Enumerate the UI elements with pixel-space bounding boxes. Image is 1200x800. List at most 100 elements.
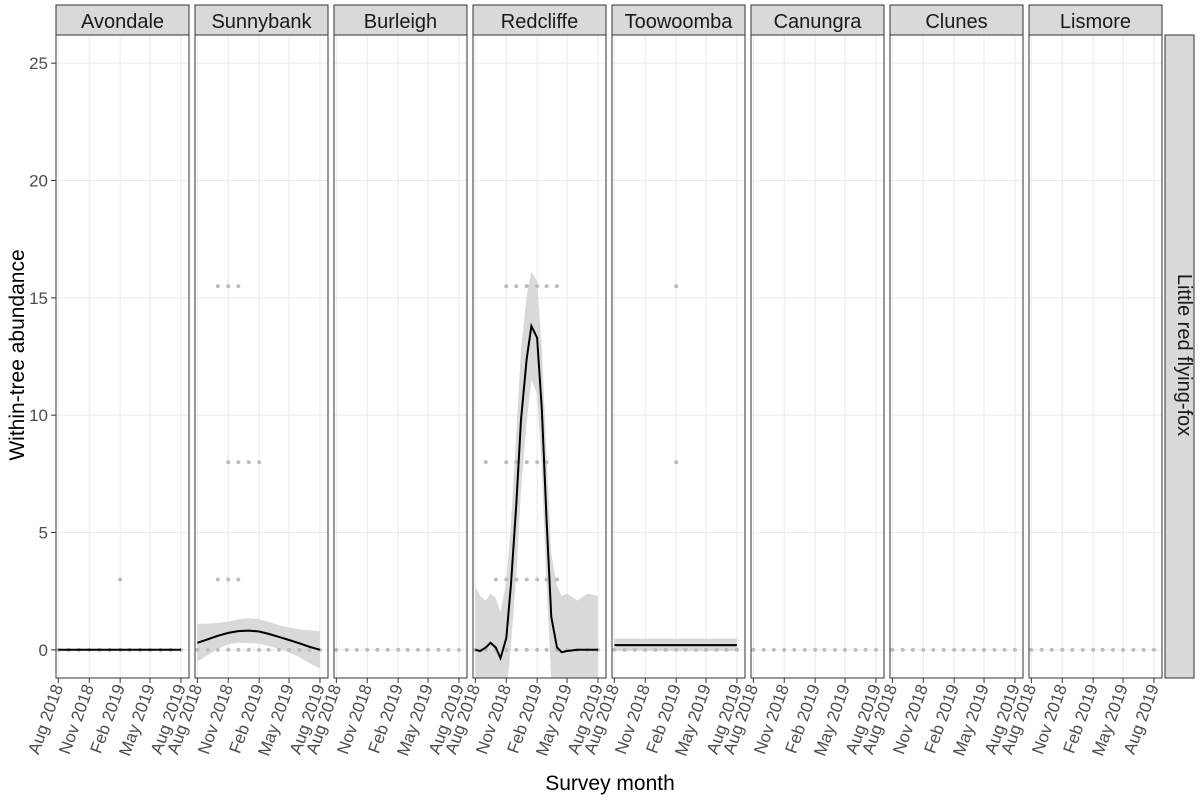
data-point [832,647,837,652]
data-point [287,647,292,652]
data-point [971,647,976,652]
data-point [952,647,957,652]
data-point [544,284,549,289]
data-point [704,647,709,652]
data-point [1131,647,1136,652]
data-point [873,647,878,652]
data-point [792,647,797,652]
facet-strip [611,4,746,36]
data-point [236,647,241,652]
y-tick-label: 15 [29,289,48,308]
data-point [266,647,271,652]
data-point [653,647,658,652]
facet-strip [333,4,468,36]
data-point [1100,647,1105,652]
data-point [226,577,231,582]
y-tick-label: 0 [39,641,48,660]
panel-background [890,35,1023,678]
data-point [782,647,787,652]
data-point [504,647,509,652]
data-point [226,460,231,465]
data-point [535,460,540,465]
data-point [693,647,698,652]
data-point [1091,647,1096,652]
data-point [226,284,231,289]
data-point [535,284,540,289]
data-point [524,577,529,582]
data-point [118,577,123,582]
row-strip [1164,34,1195,679]
data-point [992,647,997,652]
panel-border [611,34,746,679]
panel-border [1028,34,1163,679]
data-point [426,647,431,652]
data-point [1039,647,1044,652]
data-point [334,647,339,652]
data-point [941,647,946,652]
data-point [1070,647,1075,652]
data-point [456,647,461,652]
panel-background [56,35,189,678]
data-point [535,647,540,652]
data-point [415,647,420,652]
data-point [544,647,549,652]
data-point [734,647,739,652]
panel-border [333,34,468,679]
panel-border [194,34,329,679]
row-strip-label: Little red flying-fox [1173,274,1195,436]
data-point [683,647,688,652]
data-point [674,460,679,465]
data-point [751,647,756,652]
data-point [813,647,818,652]
data-point [276,647,281,652]
data-point [215,577,220,582]
x-axis-title: Survey month [545,772,675,795]
facet-strip-label: Burleigh [364,11,437,33]
data-point [524,284,529,289]
data-point [890,647,895,652]
facet-strip [1028,4,1163,36]
data-point [822,647,827,652]
data-point [504,577,509,582]
data-point [514,460,519,465]
facet-strip [194,4,329,36]
smooth-line [475,322,598,662]
data-point [931,647,936,652]
data-point [524,460,529,465]
data-point [622,647,627,652]
data-point [246,647,251,652]
data-point [436,647,441,652]
data-point [1121,647,1126,652]
panel-background [195,35,328,678]
data-point [257,460,262,465]
facet-strip-label: Clunes [925,11,987,33]
data-point [226,647,231,652]
facet-strip [750,4,885,36]
data-point [396,647,401,652]
data-point [544,577,549,582]
y-tick-label: 20 [29,171,48,190]
data-point [724,647,729,652]
y-tick-label: 10 [29,406,48,425]
data-point [297,647,302,652]
data-point [1049,647,1054,652]
data-point [612,647,617,652]
data-point [982,647,987,652]
data-point [961,647,966,652]
data-point [236,577,241,582]
data-point [215,284,220,289]
data-point [843,647,848,652]
data-point [493,577,498,582]
panel-border [889,34,1024,679]
panel-background [334,35,467,678]
data-point [802,647,807,652]
data-point [1141,647,1146,652]
smooth-line [197,629,321,651]
data-point [195,647,200,652]
data-point [354,647,359,652]
data-point [446,647,451,652]
facet-strip [889,4,1024,36]
data-point [514,647,519,652]
confidence-ribbon [475,272,598,678]
